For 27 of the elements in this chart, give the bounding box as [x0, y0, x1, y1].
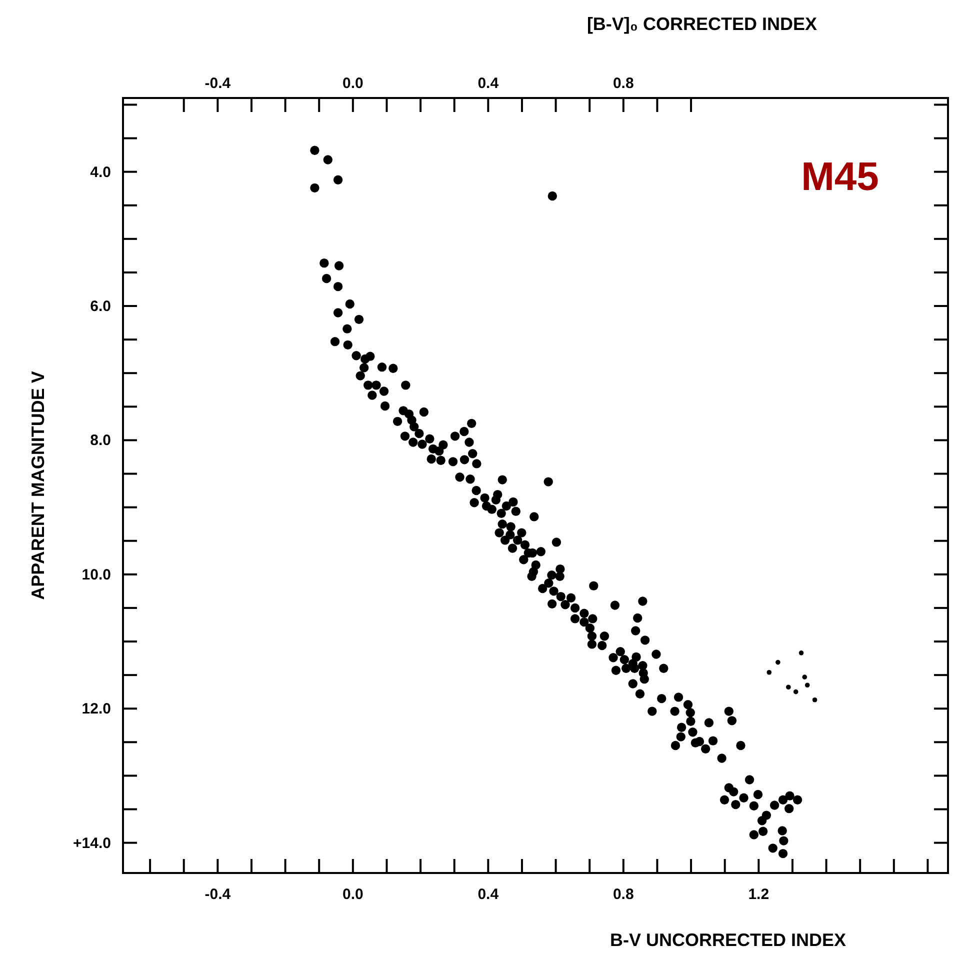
point [786, 684, 791, 690]
x2-tick-label: 0.8 [612, 75, 634, 92]
x2-tick-label: -0.4 [204, 75, 232, 92]
y-tick-label: 6.0 [90, 298, 111, 316]
x-tick-label: 1.2 [748, 886, 770, 903]
y-axis-title: APPARENT MAGNITUDE V [28, 371, 48, 600]
point [804, 682, 810, 688]
point [766, 670, 772, 675]
x-tick-label: -0.4 [204, 886, 232, 903]
x-tick-label: 0.4 [478, 886, 500, 903]
y-tick-label: 8.0 [90, 432, 111, 450]
annotation: M45 [801, 155, 879, 199]
point [776, 660, 780, 665]
x-axis-title: B-V UNCORRECTED INDEX [610, 930, 846, 950]
x2-tick-label: 0.0 [342, 75, 364, 92]
y-tick-label: 10.0 [82, 566, 111, 584]
point [812, 697, 818, 702]
x-tick-label: 0.8 [612, 886, 634, 903]
x-tick-label: 0.0 [342, 886, 364, 903]
point [802, 674, 808, 680]
x2-tick-label: 0.4 [478, 75, 500, 92]
point [798, 650, 804, 656]
x2-axis-title: [B-V]₀ CORRECTED INDEX [586, 14, 818, 34]
y-tick-label: +14.0 [73, 834, 111, 852]
point [793, 689, 798, 694]
y-tick-label: 4.0 [90, 164, 111, 181]
y-tick-label: 12.0 [82, 700, 111, 718]
